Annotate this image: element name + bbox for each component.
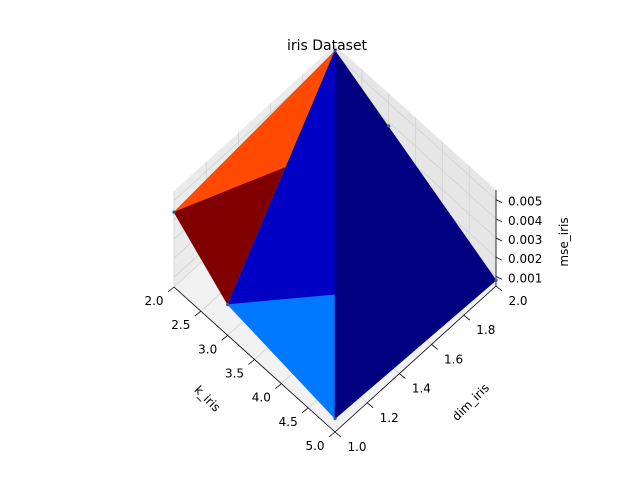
x-tick-label: 2.5 xyxy=(171,318,190,332)
data-point-5 xyxy=(333,417,337,421)
surface-plot xyxy=(172,49,498,421)
z-axis-title: mse_iris xyxy=(557,217,571,266)
data-point-1 xyxy=(172,210,176,214)
surface-triangle-6 xyxy=(334,49,497,420)
z-tick xyxy=(495,256,503,261)
z-tick xyxy=(495,199,503,203)
z-tick-label: 0.004 xyxy=(508,214,542,228)
x-tick xyxy=(194,310,202,317)
x-tick-label: 3.5 xyxy=(225,367,244,381)
data-point-3 xyxy=(226,303,230,307)
x-tick-label: 5.0 xyxy=(305,439,324,453)
z-tick-label: 0.005 xyxy=(508,195,542,209)
x-tick xyxy=(248,359,255,365)
x-tick-label: 2.0 xyxy=(144,294,163,308)
z-tick-label: 0.003 xyxy=(508,233,542,247)
data-point-6 xyxy=(494,278,498,282)
x-tick xyxy=(328,431,336,438)
y-tick-label: 1.8 xyxy=(476,323,495,337)
x-tick-label: 4.5 xyxy=(279,415,298,429)
z-tick xyxy=(495,276,503,280)
data-point-2 xyxy=(333,49,337,53)
y-tick-label: 1.6 xyxy=(444,352,463,366)
y-tick-label: 1.2 xyxy=(380,411,399,425)
x-tick xyxy=(167,286,175,293)
z-tick xyxy=(495,237,503,242)
data-point-4 xyxy=(387,124,391,128)
z-tick-label: 0.002 xyxy=(508,252,542,266)
y-tick xyxy=(399,373,406,379)
x-tick-label: 4.0 xyxy=(252,391,271,405)
x-tick xyxy=(301,407,309,414)
y-tick xyxy=(334,431,342,438)
z-tick xyxy=(495,218,503,223)
y-tick-label: 1.4 xyxy=(412,382,431,396)
x-tick xyxy=(275,383,282,389)
tick-labels: 2.0 2.5 3.0 3.5 4.0 4.5 5.0 1.0 1.2 1.4 1.6 1.8 2.0 0… xyxy=(144,195,542,454)
y-tick-label: 2.0 xyxy=(508,294,527,308)
z-tick-label: 0.001 xyxy=(508,271,542,285)
y-tick xyxy=(366,402,374,409)
y-tick xyxy=(463,314,471,321)
y-tick xyxy=(431,344,438,350)
y-tick-label: 1.0 xyxy=(347,440,366,454)
y-axis-title: dim_iris xyxy=(449,381,492,424)
axis-lines xyxy=(167,190,503,438)
x-axis-title: k_iris xyxy=(191,383,223,415)
x-tick xyxy=(221,335,228,341)
chart-title: iris Dataset xyxy=(287,38,368,54)
y-tick xyxy=(495,285,503,292)
x-tick-label: 3.0 xyxy=(198,342,217,356)
y-axis-line xyxy=(334,285,497,433)
